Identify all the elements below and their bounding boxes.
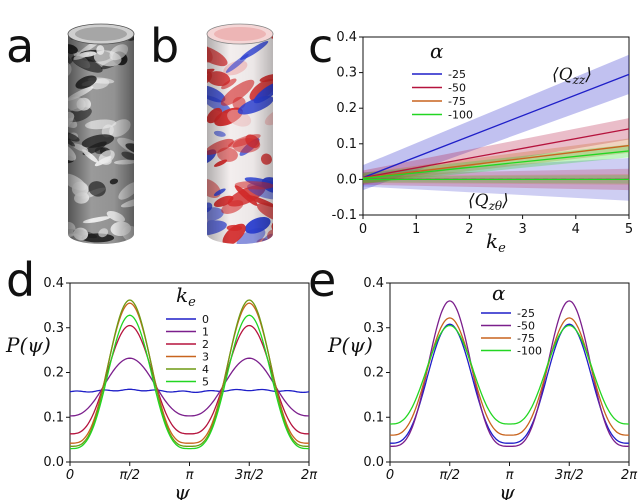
legend-label: 4 [202,363,209,376]
ytick-label: 0.4 [43,276,64,291]
legend-label: 5 [202,376,209,389]
legend-label: -50 [517,320,535,333]
ytick-label: 0.1 [363,410,384,425]
xtick-label: 2π [301,468,317,483]
xtick-label: 2π [621,468,637,483]
ytick-label: 0.4 [363,276,384,291]
chart-e-ylabel: P(ψ) [327,333,373,357]
chart-d: 0 π/2 π 3π/2 2π0.00.10.20.30.4 P(ψ) ψ ke 012… [5,276,317,500]
psi-line-1 [70,357,309,417]
panel-label-c: c [308,19,333,73]
legend-label: 0 [202,313,209,326]
legend-label: -75 [448,95,466,108]
xtick-label: 0 [386,468,394,483]
legend-label: 3 [202,351,209,364]
qzz-line-1 [362,128,630,179]
legend-label: -25 [517,307,535,320]
ytick-label: 0.1 [43,410,64,425]
legend-label: 2 [202,338,209,351]
ytick-label: 0.2 [363,366,384,381]
legend-label: -50 [448,82,466,95]
cylinder-a-render [67,23,135,244]
psi-line-0 [69,388,310,394]
chart-e-legend-title: α [492,281,506,305]
legend-label: 1 [202,326,209,339]
ytick-label: 0.2 [43,366,64,381]
chart-d-legend-title: ke [176,283,196,310]
legend-label: -100 [517,345,542,358]
chart-c-xtick: 2 [465,222,473,237]
xtick-label: π/2 [440,468,460,483]
chart-e: 0 π/2 π 3π/2 2π0.00.10.20.30.4 P(ψ) ψ α -25-… [327,276,637,500]
panel-label-e: e [308,253,336,307]
panel-label-a: a [6,19,34,73]
panel-label-b: b [150,19,179,73]
cylinder-b-render [206,23,274,244]
chart-c-xtick: 4 [572,222,580,237]
chart-c-xtick: 5 [625,222,633,237]
annotation-qzz: ⟨Qzz⟩ [552,65,592,87]
psi-line-5 [70,314,309,450]
psi-line-2 [390,317,629,436]
chart-c-xlabel: ke [486,229,506,256]
chart-c-ytick: 0.2 [336,101,357,116]
xtick-label: 0 [66,468,74,483]
panel-label-d: d [6,253,35,307]
xtick-label: 3π/2 [235,468,264,483]
qzz-line-3 [362,150,630,179]
qzz-line-2 [362,144,630,179]
chart-c-legend: -25-50-75-100 [412,68,473,122]
psi-line-3 [390,324,629,425]
chart-c-ytick: -0.1 [332,208,357,223]
annotation-qzt: ⟨Qzθ⟩ [468,191,509,213]
chart-e-legend: -25-50-75-100 [481,307,542,358]
psi-line-0 [390,323,629,444]
chart-d-xlabel: ψ [174,480,190,500]
qzz-band-0 [363,54,629,191]
ytick-label: 0.3 [43,321,64,336]
chart-c-ytick: 0.0 [336,172,357,187]
chart-c-xtick: 1 [412,222,420,237]
psi-line-4 [70,299,309,447]
chart-c-ytick: 0.1 [336,137,357,152]
chart-c-xtick: 3 [518,222,526,237]
chart-d-ylabel: P(ψ) [5,333,51,357]
psi-line-1 [390,300,629,447]
ytick-label: 0.0 [43,455,64,470]
qzz-band-1 [363,118,629,185]
chart-e-xlabel: ψ [499,480,515,500]
legend-label: -100 [448,109,473,122]
chart-c-ytick: 0.4 [336,30,357,45]
qzz-line-0 [362,73,630,179]
chart-c-ytick: 0.3 [336,66,357,81]
xtick-label: π [186,468,194,483]
ytick-label: 0.3 [363,321,384,336]
xtick-label: π/2 [120,468,140,483]
chart-c-legend-title: α [430,39,444,63]
xtick-label: π [506,468,514,483]
ytick-label: 0.0 [363,455,384,470]
legend-label: -75 [517,332,535,345]
chart-c: 0 1 2 3 4 5 -0.1 0.0 0.1 0.2 0.3 0.4 ke ⟨Qzz⟩ ⟨Qzθ⟩… [332,30,634,256]
chart-c-xtick: 0 [359,222,367,237]
xtick-label: 3π/2 [555,468,584,483]
legend-label: -25 [448,68,466,81]
